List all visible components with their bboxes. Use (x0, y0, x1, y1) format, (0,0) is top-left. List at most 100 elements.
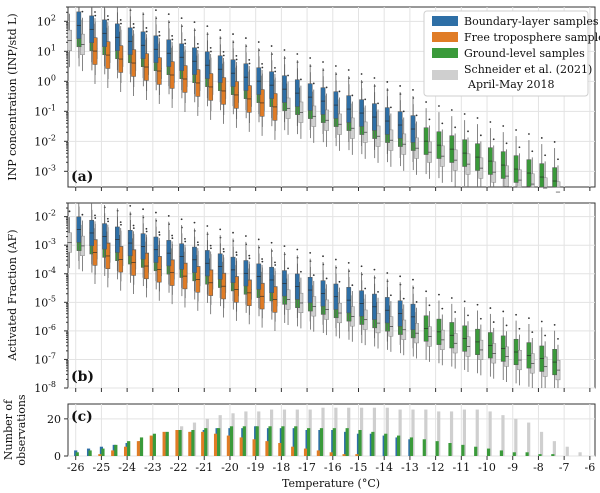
schneider-outlier (428, 118, 431, 121)
free-troposphere-outlier (248, 58, 251, 61)
free-troposphere-outlier (119, 19, 122, 21)
ground-level-count-bar (371, 431, 375, 456)
ground-level-count-bar (345, 428, 349, 456)
schneider-outlier (492, 138, 495, 141)
x-tick-label: -23 (144, 461, 162, 474)
free-troposphere-outlier (235, 54, 238, 57)
boundary-layer-outlier (270, 45, 273, 47)
schneider-outlier (402, 110, 405, 113)
boundary-layer-outlier (399, 275, 402, 278)
free-troposphere-count-bar (213, 433, 218, 456)
ground-level-outlier (540, 137, 543, 139)
schneider-outlier (222, 54, 225, 57)
free-troposphere-outlier (274, 66, 276, 69)
y-tick-exponent: -3 (48, 163, 56, 172)
panel-b-boxes (67, 203, 561, 388)
x-tick-label: -10 (478, 461, 496, 474)
boundary-layer-outlier (257, 238, 260, 241)
y-tick-label: 10-4 (34, 266, 56, 281)
schneider-outlier (248, 62, 251, 65)
ground-level-outlier (528, 133, 530, 135)
schneider-outlier (94, 14, 97, 17)
x-tick-label: -18 (273, 461, 291, 474)
ground-level-outlier (450, 297, 453, 299)
legend-label-schneider: Schneider et al. (2021) (464, 63, 592, 76)
panel-c-observations: 0 20 Number of observations (c) (2, 394, 596, 466)
free-troposphere-count-bar (239, 437, 243, 456)
schneider-outlier (492, 321, 495, 323)
schneider-outlier (171, 237, 174, 240)
boundary-layer-outlier (232, 231, 234, 234)
boundary-layer-outlier (309, 251, 312, 254)
ground-level-outlier (515, 129, 517, 131)
boundary-layer-outlier (283, 49, 286, 51)
ground-level-count-bar (178, 430, 182, 456)
free-troposphere-count-bar (355, 454, 359, 456)
x-tick-label: -22 (170, 461, 188, 474)
x-tick-label: -26 (67, 461, 85, 474)
schneider-outlier (235, 58, 238, 61)
free-troposphere-count-bar (98, 454, 102, 456)
legend-swatch-boundary-layer (432, 16, 458, 26)
free-troposphere-outlier (171, 234, 174, 237)
ground-level-count-bar (114, 444, 118, 456)
x-tick-label: -12 (427, 461, 445, 474)
schneider-outlier (197, 243, 199, 246)
schneider-outlier (287, 74, 289, 77)
free-troposphere-outlier (106, 15, 109, 17)
ground-level-count-bar (88, 450, 92, 456)
panel-b-y-ticks: 10-8 10-7 10-6 10-5 10-4 10-3 10-2 (34, 202, 68, 395)
ground-level-count-bar (396, 435, 401, 456)
schneider-outlier (235, 254, 238, 256)
ground-level-count-bar (499, 450, 504, 456)
x-tick-label: -9 (507, 461, 518, 474)
schneider-outlier (505, 324, 508, 327)
ground-level-count-bar (307, 428, 311, 456)
panel-b-activated-fraction: 10-8 10-7 10-6 10-5 10-4 10-3 10-2 Activated F… (6, 202, 596, 395)
ground-level-outlier (476, 117, 479, 119)
ground-level-box (552, 167, 557, 188)
ground-level-count-bar (384, 433, 388, 456)
schneider-outlier (479, 134, 482, 137)
schneider-count-bar (488, 411, 492, 456)
free-troposphere-outlier (235, 251, 238, 254)
schneider-outlier (325, 277, 328, 280)
schneider-outlier (184, 240, 187, 243)
ground-level-count-bar (139, 437, 144, 456)
ground-level-outlier (438, 105, 440, 107)
ground-level-outlier (425, 101, 428, 103)
free-troposphere-count-bar (316, 450, 320, 456)
ground-level-outlier (463, 300, 466, 303)
free-troposphere-count-bar (111, 450, 115, 456)
free-troposphere-count-bar (201, 431, 205, 456)
boundary-layer-outlier (193, 21, 196, 24)
ground-level-outlier (553, 141, 556, 143)
boundary-layer-outlier (129, 204, 132, 207)
free-troposphere-count-bar (342, 454, 346, 456)
ground-level-outlier (502, 125, 505, 127)
x-axis-label: Temperature (°C) (282, 477, 380, 490)
schneider-count-bar (578, 452, 582, 456)
boundary-layer-outlier (296, 53, 299, 55)
free-troposphere-count-bar (136, 441, 141, 456)
schneider-outlier (518, 327, 521, 330)
ground-level-outlier (425, 290, 428, 293)
panel-c-letter: (c) (71, 409, 93, 425)
x-axis-ticks: -26 -25 -24 -23 -22 -21 -20 -19 -18 -17 -16 -15 -14-… (67, 187, 595, 474)
panel-c-y-label: Number of (2, 399, 15, 460)
schneider-outlier (531, 331, 534, 334)
y-tick-label: 10-7 (34, 351, 56, 366)
schneider-outlier (158, 233, 161, 236)
ground-level-count-bar (512, 452, 516, 456)
free-troposphere-count-bar (162, 431, 166, 456)
free-troposphere-outlier (209, 244, 212, 247)
boundary-layer-outlier (334, 258, 337, 261)
schneider-outlier (544, 154, 547, 157)
legend: Boundary-layer samples Free troposphere … (423, 10, 600, 97)
x-tick-label: -6 (584, 461, 595, 474)
x-tick-label: -19 (247, 461, 265, 474)
schneider-outlier (518, 146, 521, 149)
schneider-outlier (557, 337, 559, 340)
schneider-outlier (351, 94, 354, 97)
schneider-count-bar (475, 409, 479, 456)
